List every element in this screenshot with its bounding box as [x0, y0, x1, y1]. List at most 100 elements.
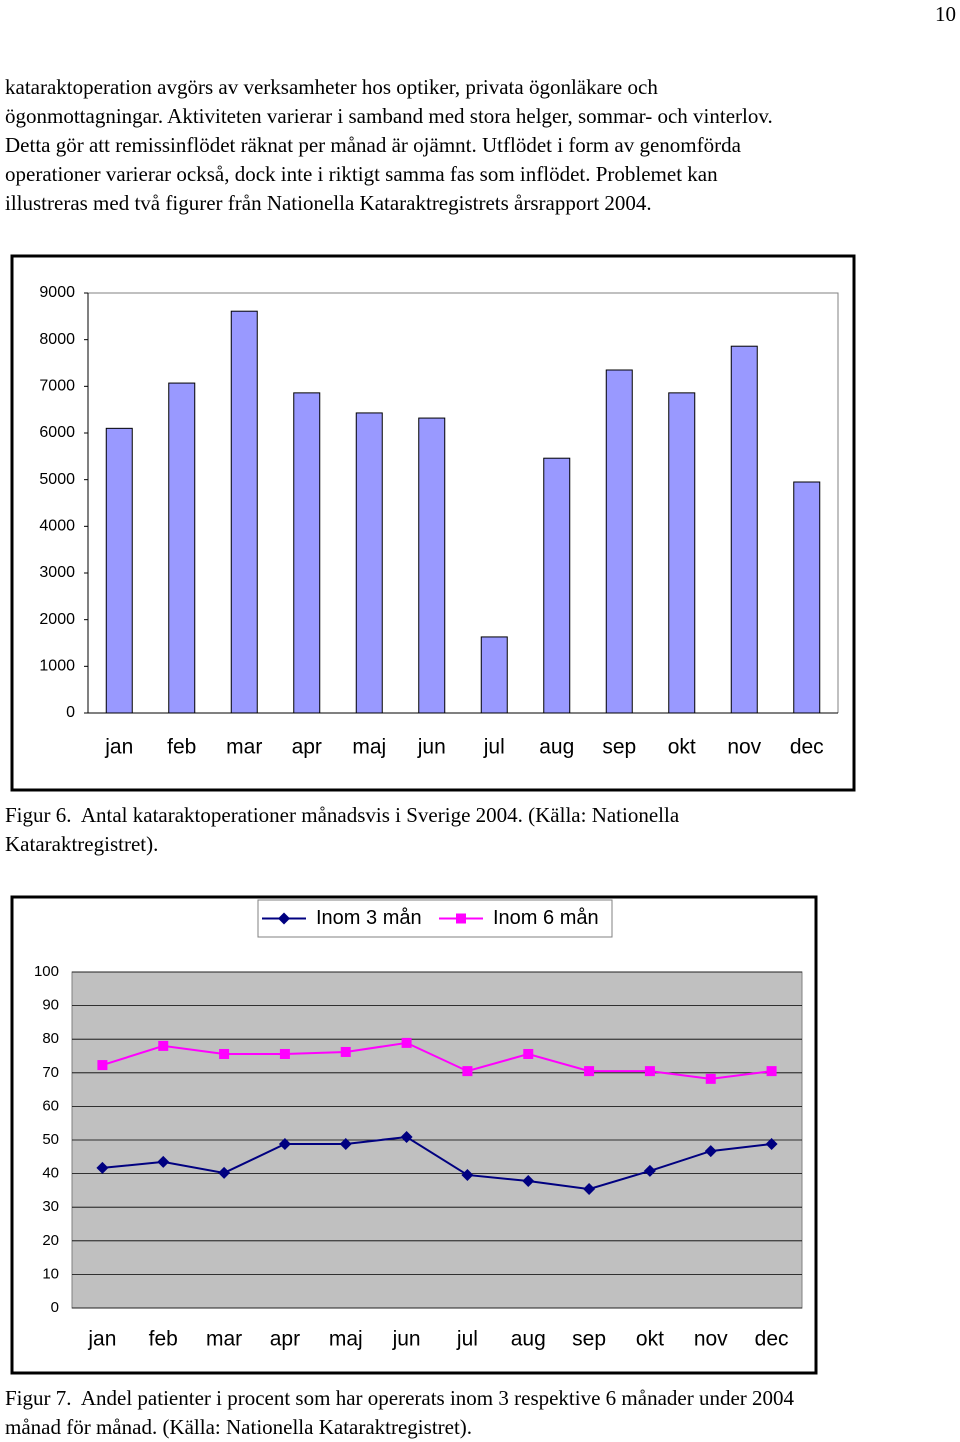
marker: [705, 1073, 716, 1084]
y-tick-label: 1000: [39, 658, 75, 675]
page-number: 10: [935, 2, 956, 26]
y-tick-label: 6000: [39, 424, 75, 441]
x-tick-label: aug: [511, 1328, 546, 1351]
bar: [418, 417, 446, 714]
marker: [644, 1066, 655, 1077]
marker: [218, 1166, 231, 1179]
y-tick-label: 0: [66, 704, 75, 721]
marker: [219, 1048, 230, 1059]
x-tick-label: maj: [329, 1328, 363, 1351]
legend-marker: [278, 912, 290, 925]
x-tick-label: sep: [572, 1328, 606, 1351]
series-line: [102, 1135, 772, 1191]
bar: [543, 457, 571, 714]
y-tick-label: 9000: [39, 284, 75, 301]
x-tick-label: apr: [292, 736, 322, 759]
x-tick-label: feb: [149, 1328, 178, 1351]
x-tick-label: jan: [104, 736, 133, 759]
paragraph-line: kataraktoperation avgörs av verksamheter…: [5, 75, 658, 99]
caption-line: månad för månad. (Källa: Nationella Kata…: [5, 1415, 473, 1439]
marker: [523, 1048, 534, 1059]
x-tick-label: dec: [755, 1328, 789, 1351]
axis: [87, 293, 838, 714]
x-tick-label: feb: [167, 736, 196, 759]
x-tick-label: maj: [352, 736, 386, 759]
y-tick-label: 30: [42, 1198, 59, 1215]
paragraph-line: illustreras med två figurer från Natione…: [5, 191, 652, 215]
bar: [230, 310, 258, 714]
bar: [793, 481, 821, 714]
marker: [461, 1168, 474, 1181]
y-tick-label: 0: [51, 1299, 59, 1316]
y-tick-label: 20: [42, 1232, 59, 1249]
y-tick-label: 4000: [39, 518, 75, 535]
marker: [158, 1040, 169, 1051]
x-tick-label: jul: [456, 1328, 478, 1351]
marker: [522, 1174, 535, 1187]
paragraph-line: ögonmottagningar. Aktiviteten varierar i…: [5, 104, 773, 128]
x-tick-label: mar: [226, 736, 262, 759]
y-tick-label: 2000: [39, 611, 75, 628]
marker: [765, 1138, 778, 1151]
y-tick-label: 7000: [39, 378, 75, 395]
caption-line: Figur 6. Antal kataraktoperationer månad…: [5, 803, 680, 827]
marker: [157, 1155, 170, 1168]
legend-label: Inom 3 mån: [316, 907, 422, 929]
y-tick-label: 100: [34, 963, 59, 980]
x-tick-label: mar: [206, 1328, 242, 1351]
marker: [584, 1066, 595, 1077]
marker: [97, 1060, 108, 1071]
marker: [583, 1183, 596, 1196]
caption-line: Kataraktregistret).: [5, 832, 159, 856]
y-tick-label: 50: [42, 1131, 59, 1148]
x-tick-label: nov: [694, 1328, 728, 1351]
y-tick-label: 60: [42, 1097, 59, 1114]
x-tick-label: apr: [270, 1328, 300, 1351]
marker: [400, 1130, 413, 1143]
x-tick-label: jul: [483, 736, 505, 759]
bar: [480, 636, 508, 714]
bar: [730, 345, 758, 714]
marker: [401, 1037, 412, 1048]
legend-marker: [456, 913, 466, 924]
x-tick-label: aug: [539, 736, 574, 759]
caption-line: Figur 7. Andel patienter i procent som h…: [5, 1386, 795, 1410]
x-tick-label: jun: [417, 736, 446, 759]
x-tick-label: okt: [668, 736, 696, 759]
y-tick-label: 3000: [39, 564, 75, 581]
x-tick-label: dec: [790, 736, 824, 759]
paragraph-line: operationer varierar också, dock inte i …: [5, 162, 718, 186]
legend-box: [257, 899, 613, 938]
marker: [340, 1046, 351, 1057]
paragraph-line: Detta gör att remissinflödet räknat per …: [5, 133, 741, 157]
y-tick-label: 10: [42, 1265, 59, 1282]
bar: [293, 392, 321, 714]
x-tick-label: jan: [87, 1328, 116, 1351]
y-tick-label: 90: [42, 997, 59, 1014]
y-tick-label: 70: [42, 1064, 59, 1081]
plot-border: [88, 292, 839, 713]
bar: [105, 427, 133, 714]
y-tick-label: 8000: [39, 331, 75, 348]
y-tick-label: 40: [42, 1165, 59, 1182]
bar: [168, 382, 196, 714]
marker: [278, 1138, 291, 1151]
marker: [339, 1138, 352, 1151]
marker: [96, 1161, 109, 1174]
marker: [462, 1066, 473, 1077]
series-line: [102, 1041, 772, 1080]
marker: [766, 1066, 777, 1077]
y-tick-label: 5000: [39, 471, 75, 488]
bar: [668, 392, 696, 714]
marker: [643, 1164, 656, 1177]
marker: [279, 1048, 290, 1059]
marker: [704, 1145, 717, 1158]
x-tick-label: okt: [636, 1328, 664, 1351]
bar: [355, 412, 383, 714]
y-tick-label: 80: [42, 1030, 59, 1047]
x-tick-label: jun: [392, 1328, 421, 1351]
legend-label: Inom 6 mån: [493, 907, 599, 929]
x-tick-label: nov: [727, 736, 761, 759]
